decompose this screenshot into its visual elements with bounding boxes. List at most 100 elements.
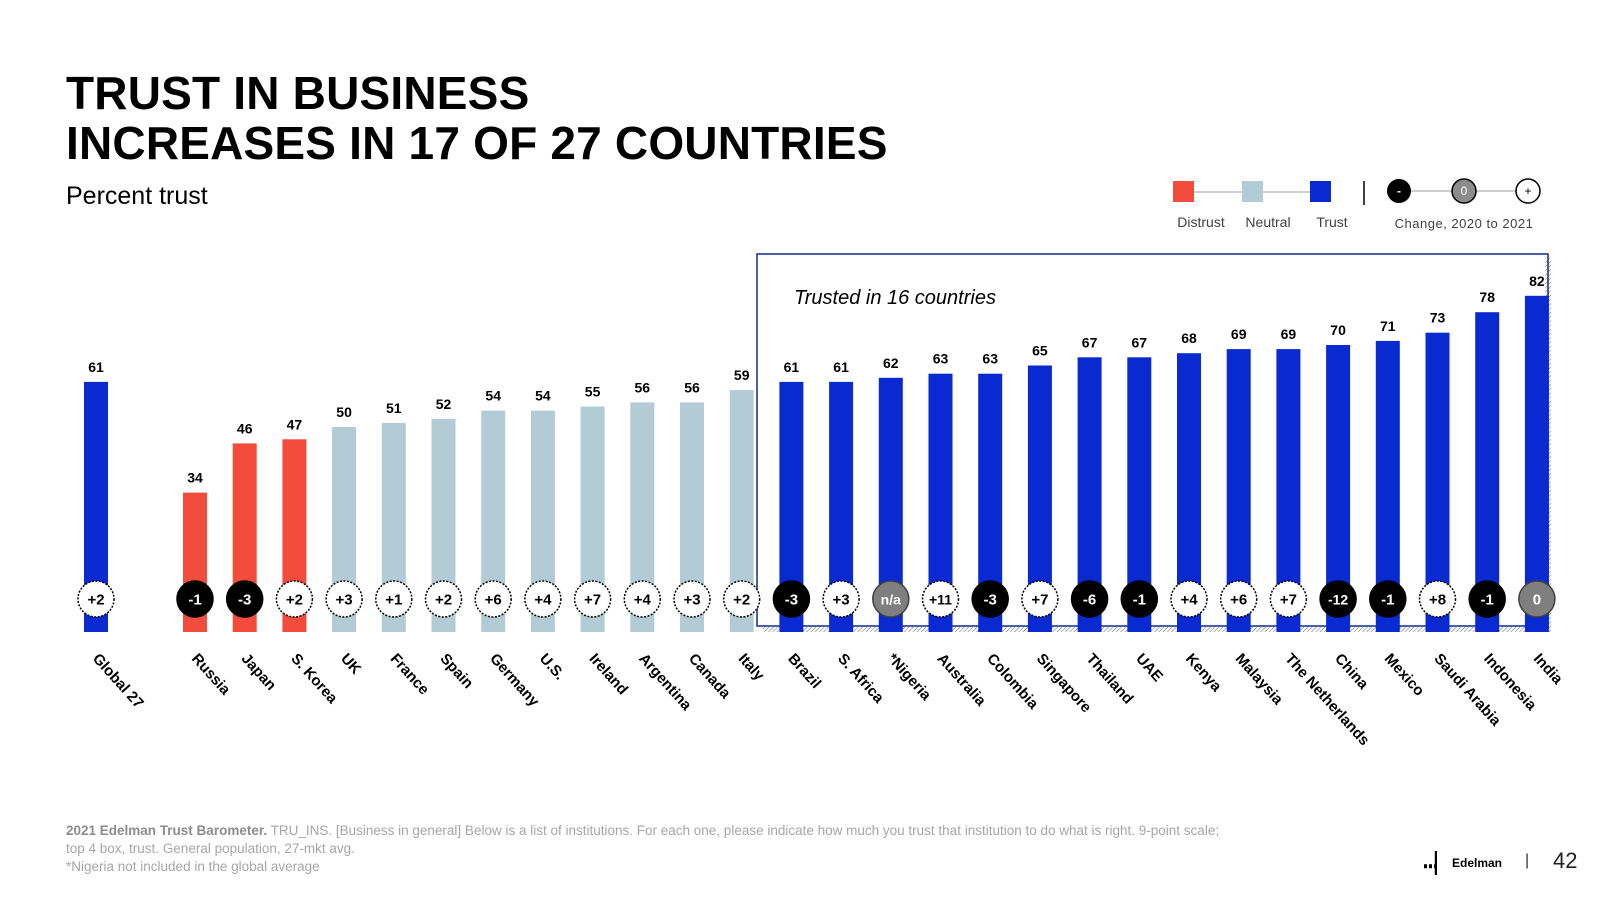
change-label-russia: -1 xyxy=(188,592,201,609)
page-number: 42 xyxy=(1553,848,1578,873)
trust-bar-chart: Distrust Neutral Trust - 0 + Change, 202… xyxy=(77,178,1566,749)
legend-neutral-label: Neutral xyxy=(1245,214,1290,230)
title-line-1: TRUST IN BUSINESS xyxy=(66,67,530,119)
change-marker-uk xyxy=(325,580,363,618)
change-label-japan: -3 xyxy=(238,592,251,609)
value-label-china: 70 xyxy=(1330,322,1346,338)
change-label-italy: +2 xyxy=(733,592,750,609)
change-label-the-netherlands: +7 xyxy=(1280,592,1297,609)
value-label-s-korea: 47 xyxy=(287,416,303,432)
value-label-indonesia: 78 xyxy=(1479,289,1495,305)
change-label-saudi-arabia: +8 xyxy=(1429,592,1446,609)
change-label-argentina: +4 xyxy=(634,592,652,609)
value-label-brazil: 61 xyxy=(784,359,800,375)
value-label-kenya: 68 xyxy=(1181,330,1197,346)
change-label-germany: +6 xyxy=(485,592,502,609)
change-marker-nigeria xyxy=(872,580,910,618)
change-label-s-africa: +3 xyxy=(833,592,850,609)
value-label-italy: 59 xyxy=(734,367,750,383)
change-marker-australia xyxy=(921,580,960,618)
bars-group xyxy=(84,295,1549,632)
change-marker-uae xyxy=(1120,580,1159,618)
legend: Distrust Neutral Trust - 0 + Change, 202… xyxy=(1173,178,1541,231)
change-marker-global-27 xyxy=(77,580,115,618)
country-label-malaysia: Malaysia xyxy=(1232,650,1287,708)
legend-zero-symbol: 0 xyxy=(1461,184,1468,198)
change-marker-china xyxy=(1319,580,1357,618)
change-label-india: 0 xyxy=(1533,592,1541,609)
country-label-australia: Australia xyxy=(934,650,990,710)
country-label-s-korea: S. Korea xyxy=(287,650,341,707)
value-labels-group: 61 34 46 47 50 51 52 54 54 55 56 56 59 61 61 62 63 63 65 67… xyxy=(88,273,1545,486)
value-label-uk: 50 xyxy=(336,404,352,420)
country-label-kenya: Kenya xyxy=(1182,650,1225,695)
legend-change-label: Change, 2020 to 2021 xyxy=(1395,216,1534,231)
footnote-line-1: TRU_INS. [Business in general] Below is … xyxy=(267,823,1220,838)
footnote-line-2: top 4 box, trust. General population, 27… xyxy=(66,841,355,856)
change-label-colombia: -3 xyxy=(984,592,997,609)
change-marker-kenya xyxy=(1170,580,1208,618)
footnote-source: 2021 Edelman Trust Barometer. xyxy=(66,823,268,838)
change-label-china: -12 xyxy=(1328,592,1348,608)
country-label-russia: Russia xyxy=(188,650,234,698)
change-label-nigeria: n/a xyxy=(881,592,901,608)
change-marker-malaysia xyxy=(1219,580,1258,618)
change-label-u-s: +4 xyxy=(534,592,552,609)
change-marker-saudi-arabia xyxy=(1418,580,1457,618)
change-label-kenya: +4 xyxy=(1180,592,1198,609)
change-marker-colombia xyxy=(971,580,1009,618)
value-label-russia: 34 xyxy=(187,470,203,486)
change-label-australia: +11 xyxy=(929,592,952,608)
legend-minus-circle xyxy=(1387,179,1411,203)
change-marker-singapore xyxy=(1021,580,1059,618)
change-label-ireland: +7 xyxy=(584,592,601,609)
change-markers-group: +2 -1 -3 +2 +3 +1 +2 +6 +4 +7 +4 +3 +2 -3 +3 n/a +11 -3 +7… xyxy=(77,580,1556,618)
footnote: 2021 Edelman Trust Barometer. TRU_INS. [… xyxy=(66,822,1366,876)
country-label-japan: Japan xyxy=(238,650,280,694)
legend-plus-circle xyxy=(1515,178,1541,204)
change-marker-s-africa xyxy=(822,580,860,618)
edelman-logo-text: Edelman xyxy=(1452,856,1503,870)
change-label-brazil: -3 xyxy=(785,592,798,609)
value-label-argentina: 56 xyxy=(635,379,651,395)
change-marker-france xyxy=(375,580,413,618)
value-label-malaysia: 69 xyxy=(1231,326,1247,342)
highlight-box-shadow-bottom xyxy=(763,627,1551,632)
value-label-spain: 52 xyxy=(436,396,452,412)
legend-trust-label: Trust xyxy=(1316,214,1347,230)
change-label-global-27: +2 xyxy=(87,592,104,609)
chart-title: TRUST IN BUSINESS INCREASES IN 17 OF 27 … xyxy=(66,68,888,168)
edelman-logo: Edelman xyxy=(1424,851,1502,875)
change-label-indonesia: -1 xyxy=(1481,592,1494,609)
country-label-global-27: Global 27 xyxy=(89,650,147,712)
value-label-thailand: 67 xyxy=(1082,334,1098,350)
country-label-france: France xyxy=(387,650,433,698)
country-label-s-africa: S. Africa xyxy=(834,650,887,707)
title-line-2: INCREASES IN 17 OF 27 COUNTRIES xyxy=(66,117,888,169)
value-label-global-27: 61 xyxy=(88,359,104,375)
change-marker-india xyxy=(1518,580,1556,618)
value-label-france: 51 xyxy=(386,400,402,416)
change-label-malaysia: +6 xyxy=(1230,592,1247,609)
country-label-spain: Spain xyxy=(437,650,477,692)
edelman-logo-icon xyxy=(1424,851,1439,875)
legend-zero-circle xyxy=(1451,178,1477,204)
chart-subtitle: Percent trust xyxy=(66,182,208,210)
bar-indonesia xyxy=(1475,312,1500,632)
change-marker-brazil xyxy=(772,580,811,618)
change-marker-japan xyxy=(225,580,264,618)
value-label-nigeria: 62 xyxy=(883,355,899,371)
change-marker-mexico xyxy=(1369,580,1407,618)
value-label-canada: 56 xyxy=(684,379,700,395)
change-label-spain: +2 xyxy=(435,592,452,609)
value-label-australia: 63 xyxy=(933,351,949,367)
page-separator: | xyxy=(1525,852,1530,869)
change-label-mexico: -1 xyxy=(1381,592,1394,609)
value-label-u-s: 54 xyxy=(535,388,551,404)
country-label-uk: UK xyxy=(337,650,364,678)
value-label-s-africa: 61 xyxy=(833,359,849,375)
change-marker-the-netherlands xyxy=(1269,580,1308,618)
country-label-nigeria: *Nigeria xyxy=(884,650,935,704)
legend-distrust-swatch xyxy=(1173,181,1194,202)
